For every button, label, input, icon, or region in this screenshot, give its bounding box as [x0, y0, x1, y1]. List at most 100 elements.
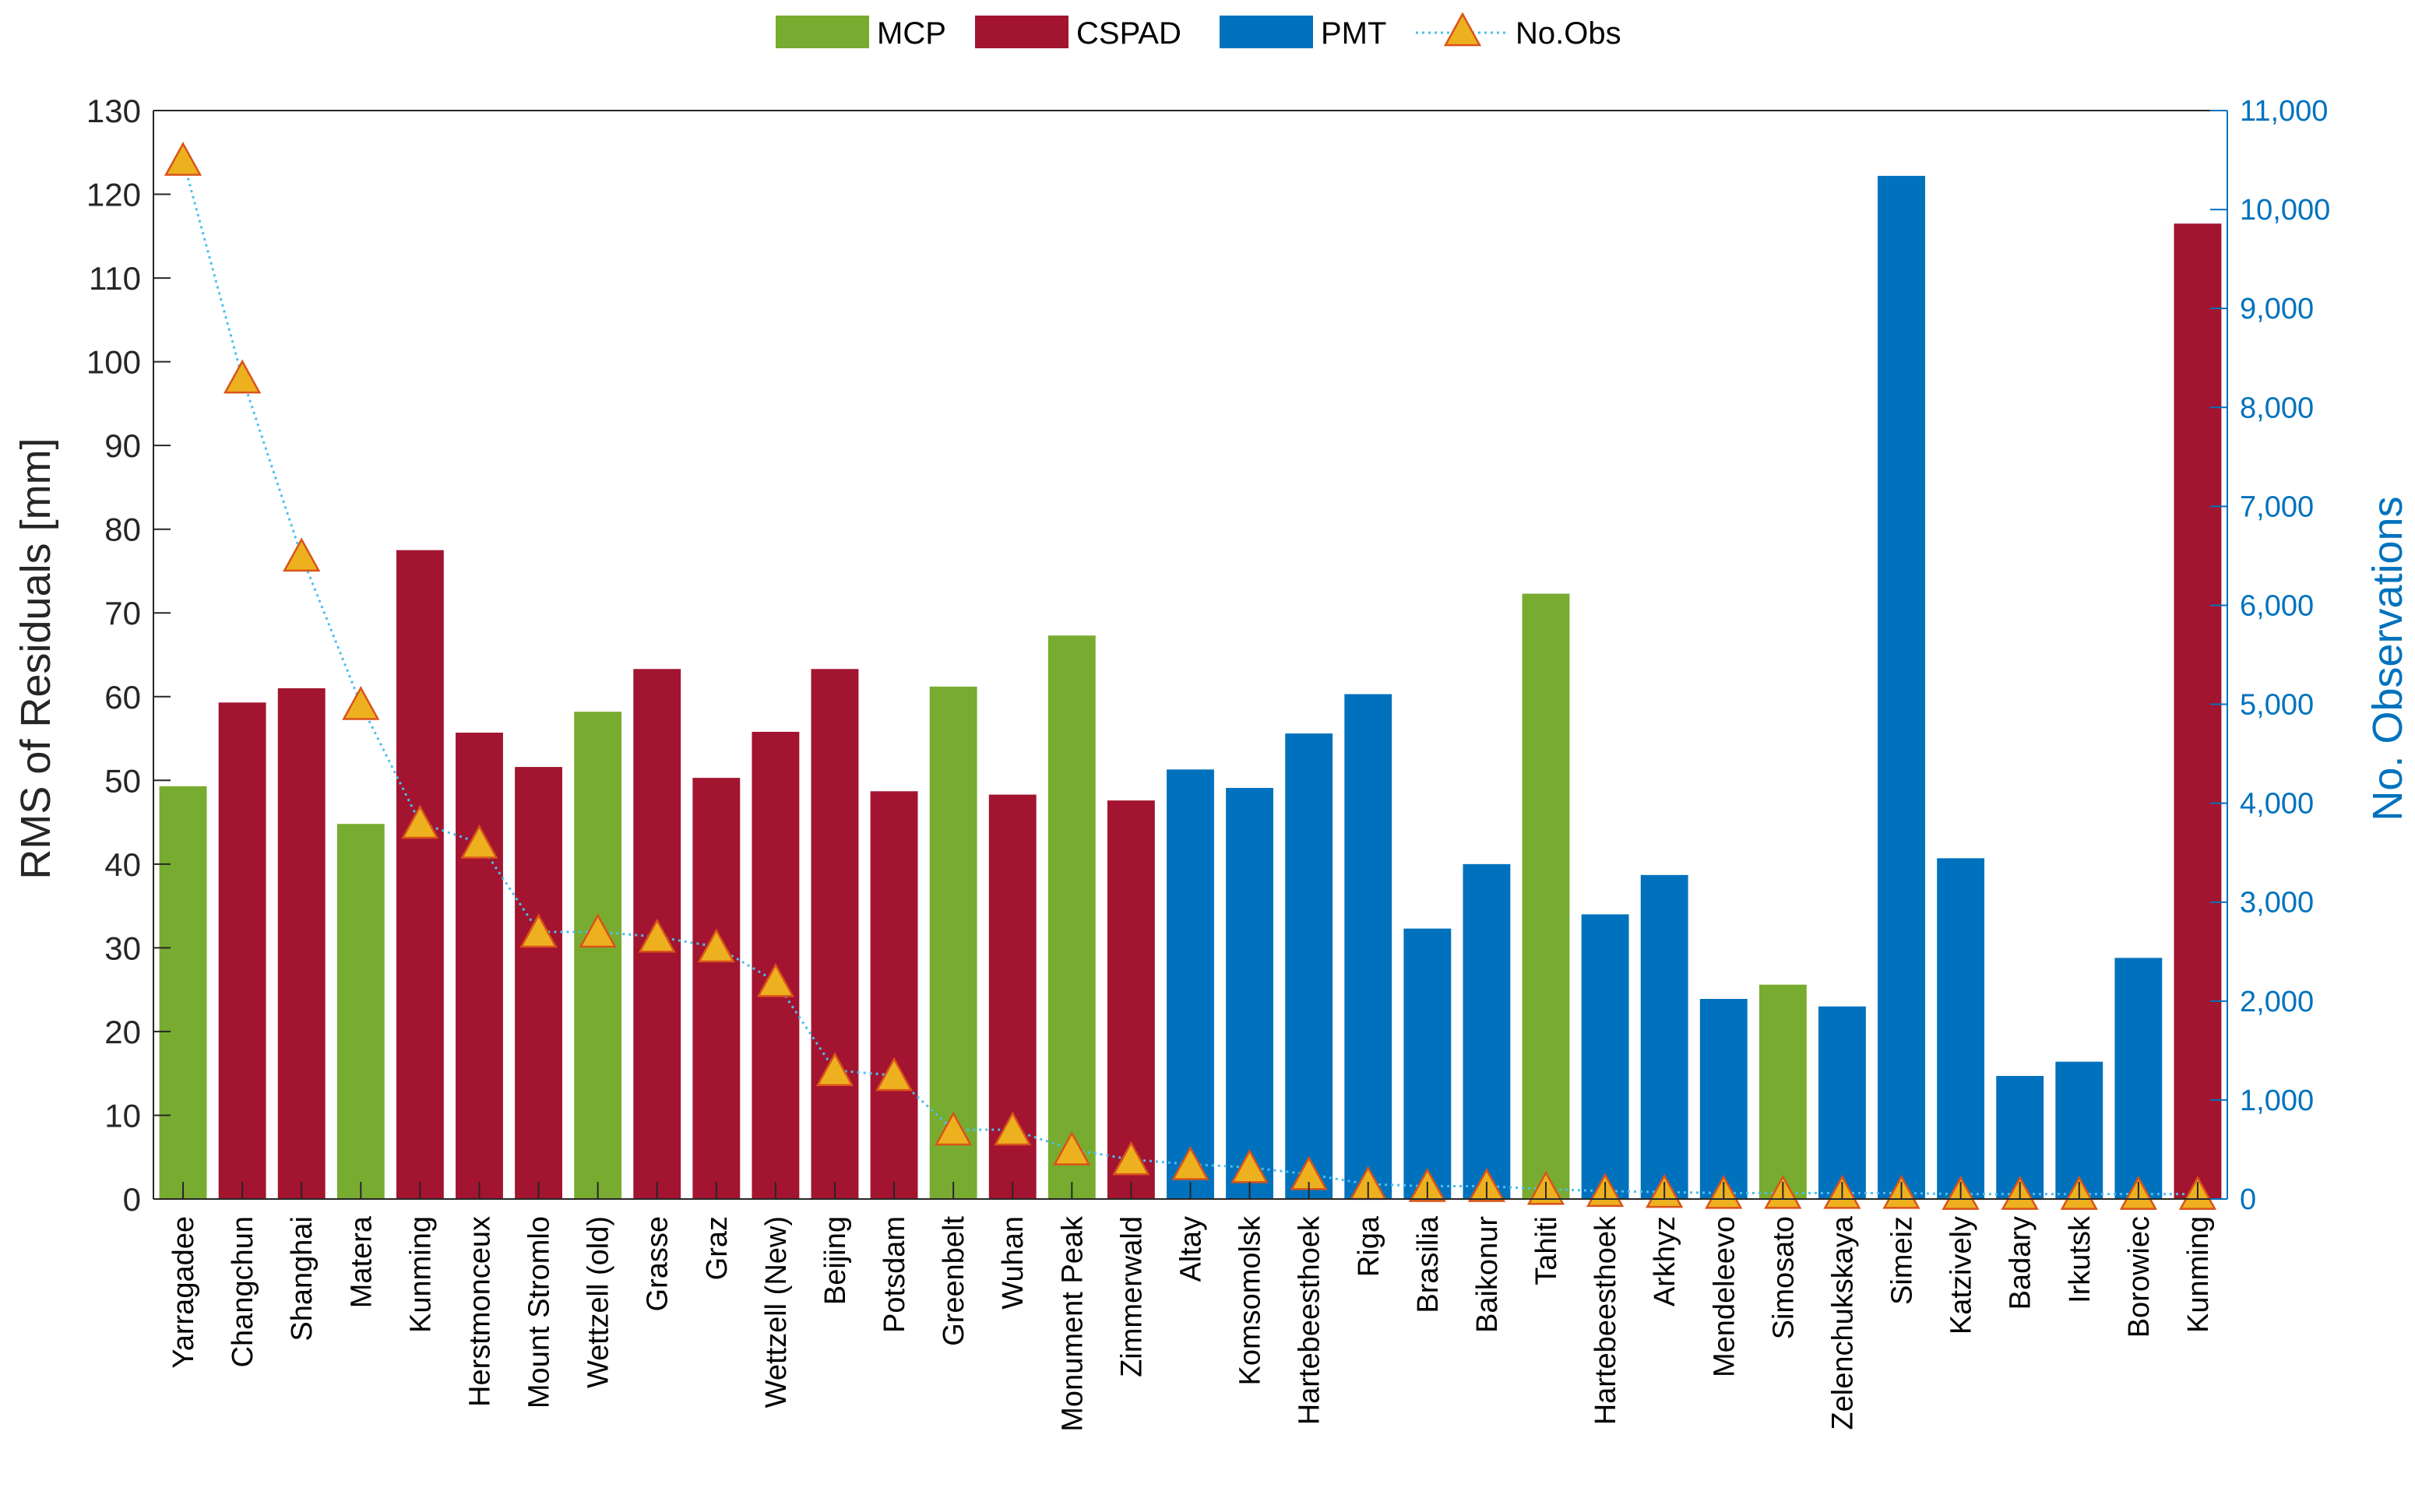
no-obs-marker-9 [638, 918, 676, 953]
y-tick-label-left-120: 120 [86, 177, 141, 213]
y-tick-label-left-110: 110 [89, 260, 141, 297]
bar-24 [1522, 593, 1570, 1199]
bar-28 [1758, 984, 1807, 1199]
bar-7 [515, 767, 562, 1199]
y-tick-label-left-30: 30 [104, 930, 141, 966]
no-obs-marker-13 [875, 1057, 914, 1092]
y-axis-title-left: RMS of Residuals [mm] [12, 438, 59, 879]
no-obs-marker-10 [697, 928, 735, 963]
y-tick-label-left-90: 90 [104, 427, 141, 464]
no-obs-marker-11 [756, 962, 795, 997]
x-tick-label-34: Borowiec [2123, 1216, 2156, 1338]
bar-27 [1699, 998, 1748, 1199]
y-tick-label-left-20: 20 [104, 1014, 141, 1050]
bar-4 [336, 824, 385, 1199]
no-obs-marker-17 [1112, 1141, 1150, 1176]
no-obs-marker-1 [164, 141, 202, 176]
x-tick-label-10: Graz [701, 1216, 734, 1280]
legend-marker-no-obs [1443, 12, 1482, 47]
no-obs-marker-18 [1171, 1145, 1209, 1180]
no-obs-marker-15 [994, 1111, 1032, 1146]
bar-21 [1344, 694, 1392, 1199]
x-tick-label-30: Simeiz [1886, 1216, 1919, 1305]
x-tick-label-20: Hartebeesthoek [1294, 1215, 1326, 1425]
no-obs-marker-12 [815, 1052, 854, 1087]
no-obs-marker-16 [1053, 1130, 1091, 1166]
x-tick-label-18: Altay [1175, 1216, 1208, 1282]
y-tick-label-left-130: 130 [86, 93, 141, 129]
no-obs-marker-5 [401, 804, 439, 839]
bar-29 [1818, 1006, 1866, 1199]
y-tick-label-right-8: 8,000 [2240, 392, 2314, 424]
bar-22 [1403, 928, 1452, 1199]
axes: 0 10 20 30 40 50 60 70 80 90 100 110 120 130 0 1,000 2,0… [86, 93, 2330, 1218]
legend-swatch-pmt [1220, 16, 1313, 48]
bar-16 [1047, 635, 1096, 1199]
x-tick-label-8: Wettzell (old) [583, 1216, 615, 1388]
x-tick-label-14: Greenbelt [938, 1216, 970, 1346]
no-obs-marker-3 [283, 537, 321, 572]
x-tick-label-17: Zimmerwald [1115, 1216, 1148, 1377]
x-tick-label-26: Arkhyz [1649, 1216, 1681, 1306]
x-tick-label-7: Mount Stromlo [523, 1216, 556, 1408]
no-obs-marker-14 [935, 1111, 973, 1146]
legend-label-mcp: MCP [877, 16, 946, 51]
bar-19 [1226, 787, 1274, 1199]
bar-12 [811, 669, 859, 1199]
legend-swatch-mcp [776, 16, 869, 48]
bar-3 [277, 688, 326, 1199]
x-tick-label-23: Baikonur [1471, 1216, 1504, 1333]
bar-35 [2174, 223, 2222, 1200]
y-tick-label-right-2: 2,000 [2240, 986, 2314, 1018]
legend-swatch-cspad [975, 16, 1068, 48]
y-tick-label-left-40: 40 [104, 846, 141, 883]
x-tick-label-2: Changchun [227, 1216, 259, 1367]
x-tick-label-28: Simosato [1767, 1216, 1800, 1339]
no-obs-marker-8 [579, 913, 617, 948]
no-obs-marker-4 [342, 685, 380, 720]
y-tick-label-right-0: 0 [2240, 1183, 2256, 1216]
bar-30 [1878, 175, 1925, 1199]
y-tick-label-right-7: 7,000 [2240, 491, 2314, 523]
x-tick-label-3: Shanghai [286, 1216, 319, 1341]
x-tick-label-32: Badary [2005, 1216, 2037, 1310]
x-tick-label-4: Matera [345, 1215, 378, 1308]
bar-10 [692, 778, 741, 1199]
y-tick-label-left-0: 0 [123, 1181, 141, 1218]
x-tick-label-24: Tahiti [1530, 1216, 1563, 1285]
y-axis-title-right: No. Observations [2364, 496, 2411, 821]
x-tick-label-11: Wettzell (New) [760, 1216, 793, 1408]
x-tick-label-31: Katzively [1945, 1216, 1978, 1334]
no-obs-marker-2 [224, 359, 262, 394]
x-tick-label-29: Zelenchukskaya [1826, 1215, 1859, 1429]
bar-26 [1640, 874, 1688, 1199]
bar-5 [396, 550, 444, 1199]
y-tick-label-right-6: 6,000 [2240, 589, 2314, 622]
y-tick-label-right-5: 5,000 [2240, 689, 2314, 722]
y-tick-label-left-50: 50 [104, 762, 141, 799]
bar-1 [159, 786, 207, 1199]
x-tick-label-25: Hartebeesthoek [1589, 1215, 1622, 1425]
y-tick-label-left-70: 70 [104, 595, 141, 631]
bar-25 [1581, 914, 1629, 1199]
bar-13 [870, 791, 918, 1199]
bar-23 [1463, 863, 1511, 1199]
bar-17 [1107, 800, 1155, 1199]
y-tick-label-right-10: 10,000 [2240, 194, 2330, 227]
x-tick-label-21: Riga [1353, 1215, 1385, 1277]
x-tick-label-16: Monument Peak [1056, 1215, 1089, 1432]
bar-6 [456, 733, 503, 1199]
x-tick-label-12: Beijing [819, 1216, 852, 1305]
no-obs-marker-7 [519, 913, 558, 948]
x-tick-label-35: Kunming [2182, 1216, 2215, 1333]
bar-34 [2114, 958, 2163, 1199]
y-tick-label-right-4: 4,000 [2240, 788, 2314, 821]
x-tick-label-33: Irkutsk [2064, 1215, 2096, 1303]
y-tick-label-left-10: 10 [104, 1097, 141, 1134]
x-tick-label-13: Potsdam [878, 1216, 911, 1333]
x-tick-label-22: Brasilia [1412, 1215, 1445, 1313]
x-tick-label-15: Wuhan [997, 1216, 1030, 1310]
x-tick-label-27: Mendeleevo [1708, 1216, 1741, 1377]
y-tick-label-left-80: 80 [104, 512, 141, 548]
